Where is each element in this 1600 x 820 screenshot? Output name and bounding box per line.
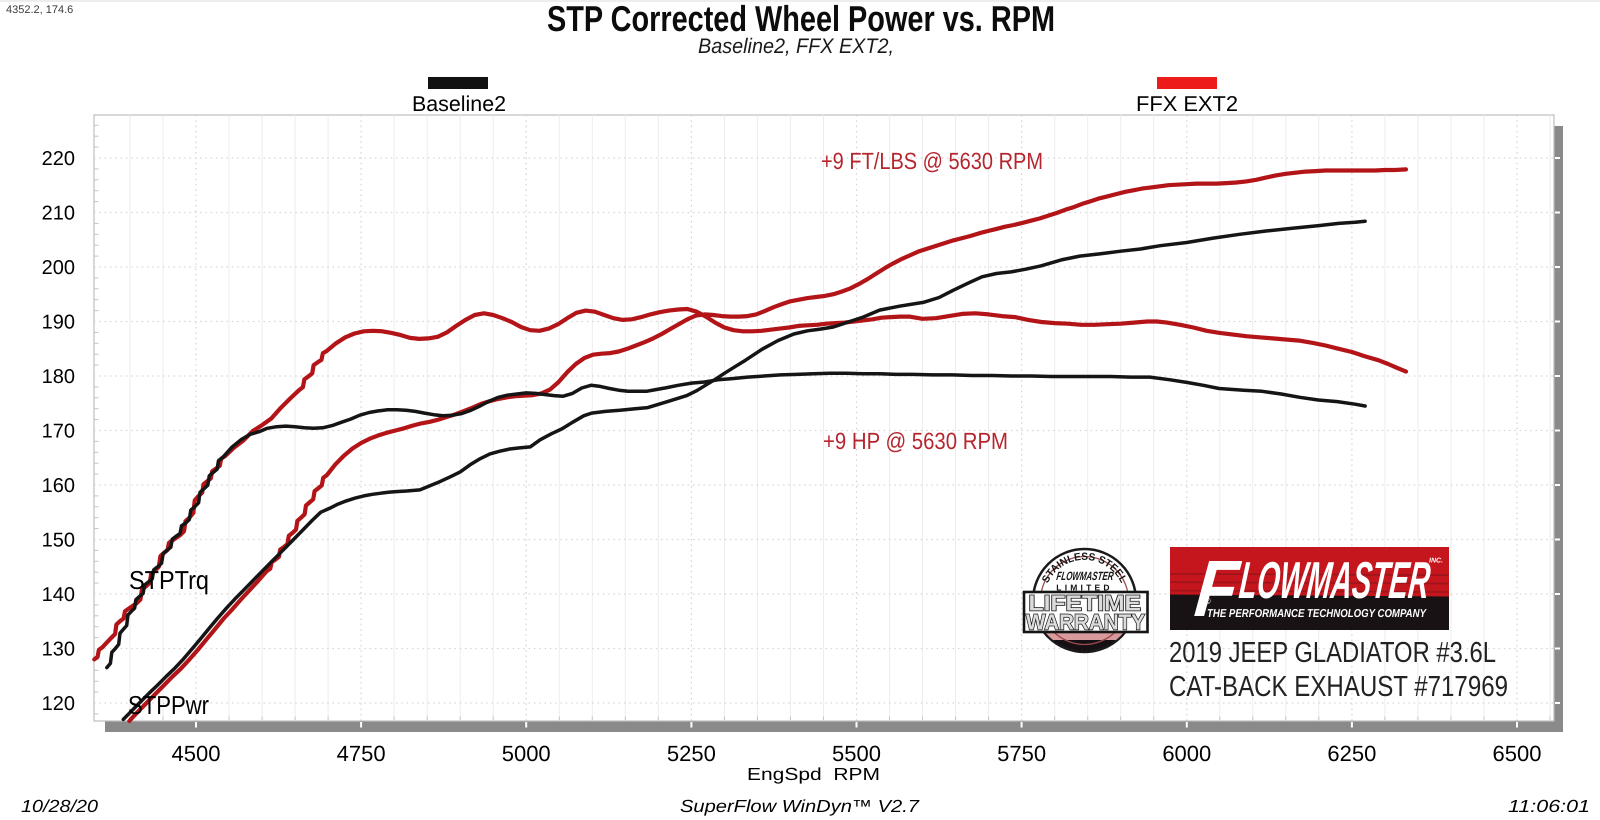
svg-text:CAT-BACK EXHAUST #717969: CAT-BACK EXHAUST #717969 <box>1169 671 1508 703</box>
svg-text:4352.2, 174.6: 4352.2, 174.6 <box>6 4 73 16</box>
svg-text:THE PERFORMANCE TECHNOLOGY COM: THE PERFORMANCE TECHNOLOGY COMPANY <box>1207 608 1427 620</box>
svg-text:SuperFlow WinDyn™ V2.7: SuperFlow WinDyn™ V2.7 <box>680 796 920 816</box>
svg-text:WARRANTY: WARRANTY <box>1026 610 1145 635</box>
svg-text:Baseline2: Baseline2 <box>412 92 506 116</box>
svg-text:FFX EXT2: FFX EXT2 <box>1136 92 1238 116</box>
svg-text:10/28/20: 10/28/20 <box>21 796 98 816</box>
svg-text:+9 FT/LBS @ 5630 RPM: +9 FT/LBS @ 5630 RPM <box>821 148 1043 174</box>
svg-text:5250: 5250 <box>667 741 716 766</box>
svg-text:+9 HP @ 5630 RPM: +9 HP @ 5630 RPM <box>823 428 1008 454</box>
svg-text:140: 140 <box>42 584 75 606</box>
svg-text:STPPwr: STPPwr <box>128 690 209 720</box>
svg-text:6500: 6500 <box>1493 741 1542 766</box>
svg-text:FLOWMASTER: FLOWMASTER <box>1056 569 1115 583</box>
svg-text:160: 160 <box>42 475 75 497</box>
svg-text:EngSpd RPM: EngSpd RPM <box>747 764 880 784</box>
svg-text:Baseline2, FFX EXT2,: Baseline2, FFX EXT2, <box>698 35 894 58</box>
svg-text:190: 190 <box>42 312 75 334</box>
svg-text:STP Corrected Wheel Power vs.: STP Corrected Wheel Power vs. RPM <box>547 0 1055 39</box>
svg-text:150: 150 <box>42 530 75 552</box>
svg-text:2019 JEEP GLADIATOR #3.6L: 2019 JEEP GLADIATOR #3.6L <box>1169 637 1496 669</box>
svg-text:®: ® <box>1204 596 1211 606</box>
svg-text:130: 130 <box>42 639 75 661</box>
svg-text:6250: 6250 <box>1327 741 1376 766</box>
svg-text:LIFETIME: LIFETIME <box>1029 591 1142 616</box>
svg-text:180: 180 <box>42 366 75 388</box>
svg-text:5000: 5000 <box>502 741 551 766</box>
svg-text:5750: 5750 <box>997 741 1046 766</box>
svg-text:STPTrq: STPTrq <box>129 565 209 595</box>
svg-text:4500: 4500 <box>172 741 221 766</box>
svg-text:220: 220 <box>42 148 75 170</box>
svg-text:200: 200 <box>42 257 75 279</box>
svg-text:120: 120 <box>42 693 75 715</box>
svg-text:LIMITED: LIMITED <box>1056 583 1112 593</box>
svg-text:11:06:01: 11:06:01 <box>1508 796 1590 816</box>
svg-text:210: 210 <box>42 203 75 225</box>
svg-text:4750: 4750 <box>337 741 386 766</box>
svg-text:170: 170 <box>42 421 75 443</box>
svg-text:6000: 6000 <box>1162 741 1211 766</box>
svg-text:LOWMASTER: LOWMASTER <box>1237 552 1433 610</box>
svg-text:5500: 5500 <box>832 741 881 766</box>
svg-text:INC.: INC. <box>1429 558 1443 565</box>
